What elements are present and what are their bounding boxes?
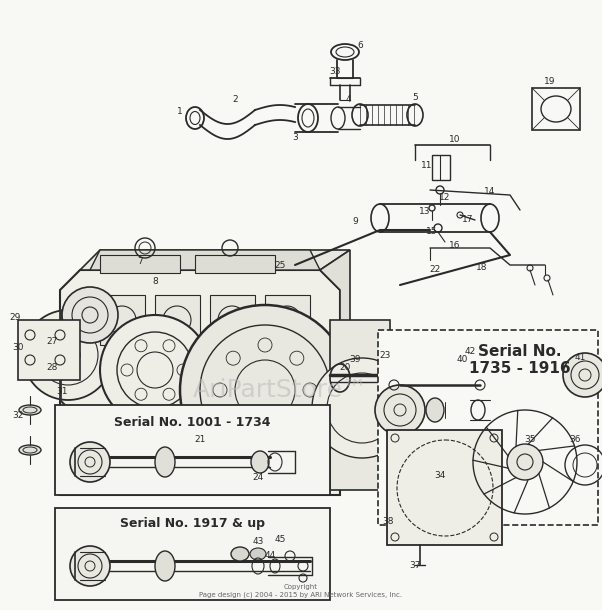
Text: 8: 8 (152, 278, 158, 287)
Text: 28: 28 (46, 364, 58, 373)
Ellipse shape (382, 367, 398, 389)
Ellipse shape (19, 405, 41, 415)
FancyBboxPatch shape (387, 430, 502, 545)
Text: 16: 16 (449, 240, 461, 249)
Text: 42: 42 (464, 348, 476, 356)
Text: 24: 24 (252, 473, 264, 483)
FancyBboxPatch shape (195, 255, 275, 273)
Text: 21: 21 (194, 436, 206, 445)
Text: 38: 38 (382, 517, 394, 526)
Text: 31: 31 (56, 387, 68, 397)
Text: Serial No.
1735 - 1916: Serial No. 1735 - 1916 (469, 344, 571, 376)
FancyBboxPatch shape (210, 295, 255, 345)
Polygon shape (80, 250, 350, 270)
Text: 6: 6 (357, 40, 363, 49)
Text: 9: 9 (352, 218, 358, 226)
Polygon shape (90, 250, 320, 270)
Text: Serial No. 1001 - 1734: Serial No. 1001 - 1734 (114, 415, 270, 428)
Circle shape (563, 353, 602, 397)
Text: 11: 11 (421, 160, 433, 170)
Circle shape (312, 358, 412, 458)
Text: Serial No. 1917 & up: Serial No. 1917 & up (120, 517, 264, 531)
Text: 13: 13 (419, 207, 431, 217)
Text: 17: 17 (462, 215, 474, 224)
Text: 4: 4 (345, 96, 351, 104)
Ellipse shape (19, 445, 41, 455)
Text: 40: 40 (456, 356, 468, 365)
Text: 37: 37 (409, 561, 421, 570)
Text: 18: 18 (476, 264, 488, 273)
Polygon shape (60, 270, 340, 495)
Text: 23: 23 (379, 351, 391, 359)
Circle shape (70, 546, 110, 586)
FancyBboxPatch shape (155, 295, 200, 345)
Text: 34: 34 (434, 470, 445, 479)
Text: 43: 43 (252, 537, 264, 547)
Circle shape (100, 315, 210, 425)
Text: 33: 33 (329, 68, 341, 76)
Text: 5: 5 (412, 93, 418, 102)
Text: 32: 32 (12, 411, 23, 420)
Text: 2: 2 (232, 96, 238, 104)
Text: 25: 25 (275, 260, 286, 270)
Circle shape (375, 385, 425, 435)
Text: 3: 3 (292, 134, 298, 143)
Circle shape (62, 287, 118, 343)
Ellipse shape (155, 447, 175, 477)
Ellipse shape (64, 415, 86, 425)
Text: 10: 10 (449, 135, 461, 145)
Text: 19: 19 (544, 77, 556, 87)
Text: 30: 30 (12, 343, 23, 353)
Text: 7: 7 (137, 257, 143, 267)
FancyBboxPatch shape (265, 295, 310, 345)
Ellipse shape (250, 548, 266, 560)
FancyBboxPatch shape (55, 508, 330, 600)
Text: 15: 15 (426, 228, 438, 237)
Ellipse shape (251, 451, 269, 473)
Text: 14: 14 (485, 187, 495, 196)
Text: 45: 45 (275, 536, 286, 545)
Text: Copyright
Page design (c) 2004 - 2015 by ARI Network Services, Inc.: Copyright Page design (c) 2004 - 2015 by… (199, 584, 403, 598)
Text: 36: 36 (569, 436, 581, 445)
Ellipse shape (64, 455, 86, 465)
Circle shape (70, 442, 110, 482)
FancyBboxPatch shape (330, 320, 390, 490)
Polygon shape (320, 250, 350, 490)
Text: AriPartStore™: AriPartStore™ (193, 378, 367, 402)
Text: 1: 1 (177, 107, 183, 117)
Text: 39: 39 (349, 356, 361, 365)
Text: 22: 22 (429, 265, 441, 275)
FancyBboxPatch shape (100, 255, 180, 273)
Text: 44: 44 (264, 550, 276, 559)
Text: 12: 12 (439, 193, 451, 203)
Text: 20: 20 (340, 364, 351, 373)
Text: 27: 27 (46, 337, 58, 346)
FancyBboxPatch shape (378, 330, 598, 525)
FancyBboxPatch shape (100, 295, 145, 345)
FancyBboxPatch shape (55, 405, 330, 495)
Text: 41: 41 (574, 354, 586, 362)
Circle shape (507, 444, 543, 480)
Circle shape (23, 310, 113, 400)
Ellipse shape (155, 551, 175, 581)
Ellipse shape (231, 547, 249, 561)
Text: 35: 35 (524, 436, 536, 445)
Circle shape (180, 305, 350, 475)
Ellipse shape (426, 398, 444, 422)
FancyBboxPatch shape (18, 320, 80, 380)
Text: 29: 29 (9, 314, 20, 323)
